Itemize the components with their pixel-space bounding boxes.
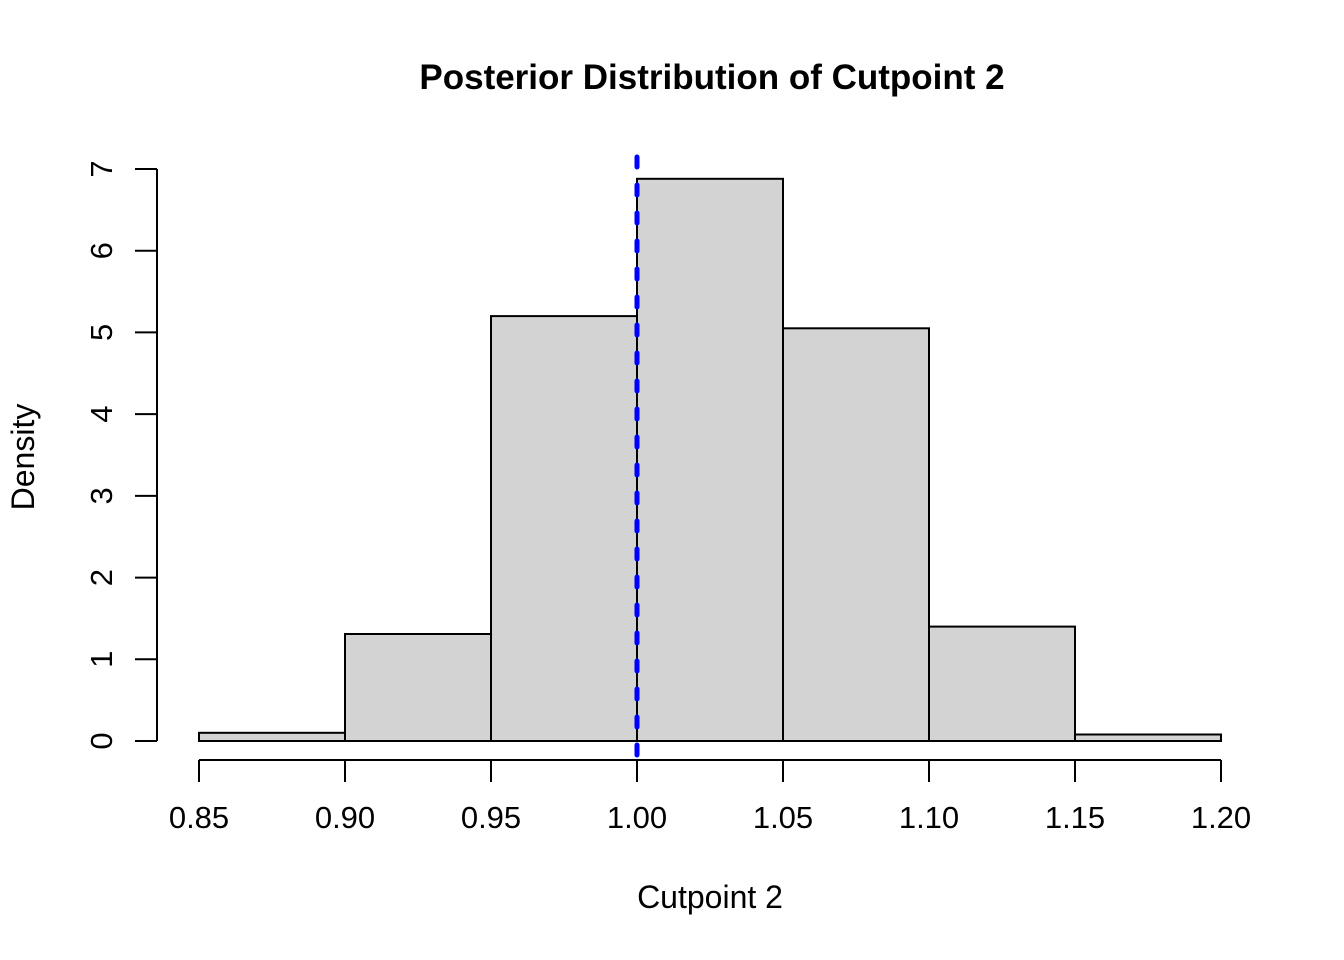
y-tick-label: 1 xyxy=(84,651,119,668)
histogram-bar xyxy=(782,327,930,742)
x-tick-label: 1.05 xyxy=(753,800,813,835)
x-tick-label: 1.00 xyxy=(607,800,667,835)
histogram-bar xyxy=(490,315,638,742)
y-axis-group: 0 1 2 3 4 5 6 7 xyxy=(84,160,158,750)
x-axis-group: 0.85 0.90 0.95 1.00 1.05 1.10 1.15 1.20 xyxy=(169,759,1251,835)
y-tick-label: 4 xyxy=(84,406,119,423)
y-tick-label: 5 xyxy=(84,324,119,341)
y-axis-label: Density xyxy=(5,404,41,511)
x-tick-label: 0.95 xyxy=(461,800,521,835)
x-tick-label: 0.85 xyxy=(169,800,229,835)
histogram-bar xyxy=(1074,733,1222,742)
histogram-bar xyxy=(636,177,784,743)
y-tick-label: 0 xyxy=(84,732,119,749)
y-tick-label: 7 xyxy=(84,160,119,177)
histogram-bar xyxy=(198,731,346,742)
histogram-bar xyxy=(344,633,492,742)
histogram-bars-group xyxy=(198,177,1222,743)
y-tick-label: 2 xyxy=(84,569,119,586)
y-tick-label: 6 xyxy=(84,242,119,259)
chart-title: Posterior Distribution of Cutpoint 2 xyxy=(419,58,1004,97)
y-tick-label: 3 xyxy=(84,487,119,504)
x-tick-label: 1.20 xyxy=(1191,800,1251,835)
x-axis-label: Cutpoint 2 xyxy=(637,879,783,915)
x-tick-label: 1.10 xyxy=(899,800,959,835)
x-tick-label: 0.90 xyxy=(315,800,375,835)
x-tick-label: 1.15 xyxy=(1045,800,1105,835)
histogram-bar xyxy=(928,625,1076,742)
